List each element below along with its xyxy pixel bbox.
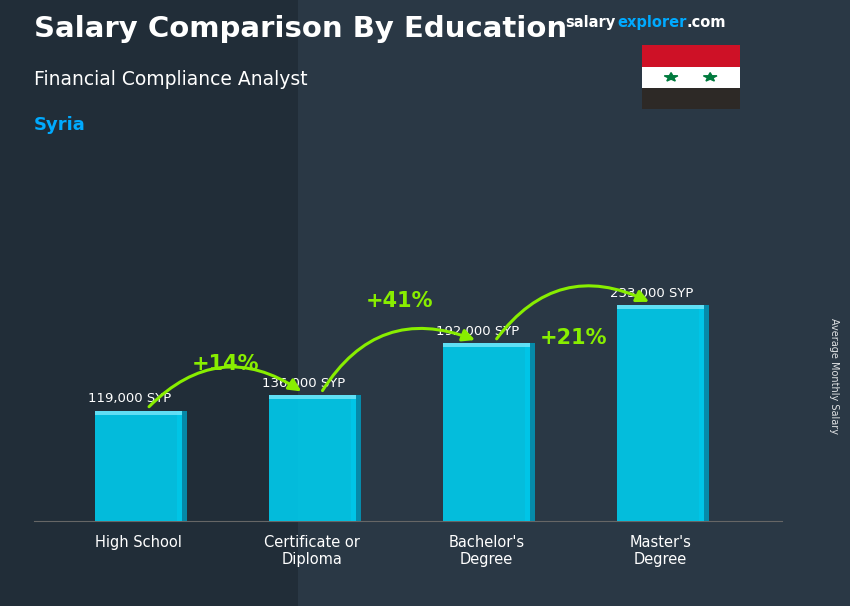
Polygon shape — [664, 73, 678, 81]
Text: 192,000 SYP: 192,000 SYP — [436, 325, 519, 338]
Text: +14%: +14% — [191, 353, 259, 374]
Bar — [617, 305, 704, 521]
Text: 119,000 SYP: 119,000 SYP — [88, 393, 172, 405]
Text: Syria: Syria — [34, 116, 86, 135]
Bar — [642, 67, 740, 88]
Text: Average Monthly Salary: Average Monthly Salary — [829, 318, 839, 434]
Bar — [95, 411, 182, 521]
Text: explorer: explorer — [617, 15, 687, 30]
Text: .com: .com — [687, 15, 726, 30]
Bar — [617, 305, 704, 309]
Bar — [0, 0, 298, 606]
Bar — [699, 305, 709, 521]
Bar — [350, 395, 361, 521]
Text: 136,000 SYP: 136,000 SYP — [262, 377, 345, 390]
Text: +21%: +21% — [540, 328, 607, 348]
Bar — [95, 411, 182, 415]
Bar — [642, 88, 740, 109]
Text: salary: salary — [565, 15, 615, 30]
Bar — [269, 395, 356, 521]
Bar — [443, 343, 530, 521]
Bar — [298, 0, 850, 606]
Text: 233,000 SYP: 233,000 SYP — [609, 287, 694, 300]
Polygon shape — [703, 73, 717, 81]
Bar — [177, 411, 187, 521]
Text: +41%: +41% — [366, 290, 433, 311]
Bar — [642, 45, 740, 67]
Bar — [524, 343, 535, 521]
Bar — [443, 343, 530, 347]
Text: Financial Compliance Analyst: Financial Compliance Analyst — [34, 70, 308, 88]
Bar — [269, 395, 356, 399]
Text: Salary Comparison By Education: Salary Comparison By Education — [34, 15, 567, 43]
